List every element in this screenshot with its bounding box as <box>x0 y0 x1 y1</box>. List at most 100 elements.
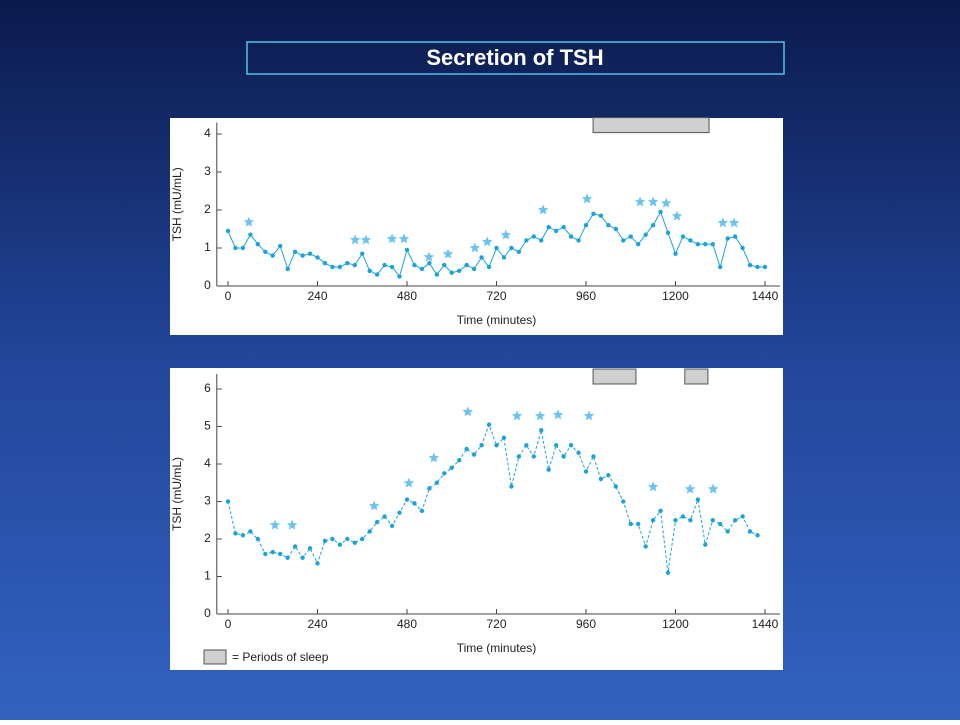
pulse-star <box>403 477 415 488</box>
data-point <box>613 484 619 489</box>
data-point <box>598 213 604 218</box>
data-point <box>233 531 238 536</box>
data-point <box>673 251 678 256</box>
data-point <box>427 261 432 266</box>
data-point <box>255 536 261 542</box>
data-point <box>553 443 559 448</box>
data-point <box>665 230 671 235</box>
data-point <box>740 514 745 519</box>
data-point <box>277 551 283 557</box>
y-tick-label: 2 <box>204 531 211 545</box>
data-point <box>248 232 253 237</box>
pulse-star <box>728 217 740 228</box>
x-tick-label: 1440 <box>752 617 779 631</box>
sleep-period <box>592 117 710 134</box>
data-point <box>591 454 596 459</box>
x-tick-label: 960 <box>576 289 596 303</box>
data-point <box>553 228 559 234</box>
y-tick-label: 0 <box>204 278 211 292</box>
x-tick-label: 480 <box>397 617 417 631</box>
data-point <box>531 454 536 459</box>
pulse-star <box>634 196 646 207</box>
data-point <box>688 238 693 243</box>
pulse-star <box>552 409 564 420</box>
y-tick-label: 4 <box>204 456 211 470</box>
pulse-star <box>469 242 481 253</box>
x-tick-label: 1200 <box>662 289 689 303</box>
data-point <box>501 255 507 260</box>
sleep-period <box>592 368 637 385</box>
data-point <box>382 262 387 268</box>
data-point <box>352 540 357 545</box>
data-point <box>240 533 246 538</box>
data-point <box>576 450 581 455</box>
data-point <box>546 467 551 472</box>
data-point <box>240 245 246 251</box>
data-point <box>330 536 335 542</box>
data-point <box>225 228 231 234</box>
data-point <box>635 242 641 247</box>
data-point <box>501 435 507 440</box>
pulse-star <box>500 229 511 240</box>
data-point <box>718 521 723 527</box>
chart-panel <box>170 118 783 335</box>
data-point <box>613 226 619 232</box>
pulse-star <box>481 236 493 247</box>
data-point <box>643 544 648 549</box>
data-point <box>419 266 425 272</box>
legend-label: = Periods of sleep <box>232 650 329 664</box>
data-point <box>673 518 678 523</box>
data-point <box>479 443 484 448</box>
data-point <box>561 454 566 459</box>
pulse-star <box>684 483 696 494</box>
data-point <box>389 264 395 270</box>
data-point <box>434 272 440 277</box>
pulse-star <box>462 406 473 417</box>
data-point <box>277 243 283 249</box>
data-point <box>509 245 514 251</box>
data-point <box>621 238 626 243</box>
data-point <box>665 570 671 575</box>
y-tick-label: 5 <box>204 419 211 433</box>
data-point <box>389 523 395 529</box>
data-point <box>494 443 499 448</box>
data-point <box>635 521 641 527</box>
data-point <box>360 536 365 542</box>
data-point <box>412 262 417 268</box>
y-tick-label: 3 <box>204 494 211 508</box>
y-tick-label: 0 <box>204 606 211 620</box>
data-point <box>434 480 440 485</box>
data-point <box>576 238 581 243</box>
data-point <box>710 518 715 523</box>
pulse-star <box>707 483 719 494</box>
data-point <box>568 234 574 239</box>
pulse-star <box>349 234 361 245</box>
pulse-star <box>647 481 659 492</box>
data-point <box>442 262 447 268</box>
data-point <box>419 508 425 514</box>
pulse-star <box>442 248 454 259</box>
data-point <box>471 452 477 457</box>
pulse-star <box>368 500 380 511</box>
data-point <box>292 544 298 549</box>
data-point <box>345 261 350 266</box>
x-tick-label: 480 <box>397 289 417 303</box>
data-point <box>695 242 701 247</box>
data-point <box>762 264 768 270</box>
data-point <box>352 262 357 268</box>
data-point <box>703 542 708 547</box>
y-tick-label: 1 <box>204 240 211 254</box>
data-point <box>285 266 290 272</box>
data-point <box>322 538 328 544</box>
data-point <box>315 255 320 260</box>
pulse-star <box>360 234 372 245</box>
data-point <box>456 268 462 273</box>
y-axis-label: TSH (mU/mL) <box>170 457 184 531</box>
x-tick-label: 240 <box>307 617 327 631</box>
data-point <box>568 443 574 448</box>
data-point <box>718 264 723 270</box>
data-point <box>225 499 231 504</box>
data-point <box>598 476 604 482</box>
data-point <box>509 484 514 489</box>
data-point <box>315 561 320 566</box>
